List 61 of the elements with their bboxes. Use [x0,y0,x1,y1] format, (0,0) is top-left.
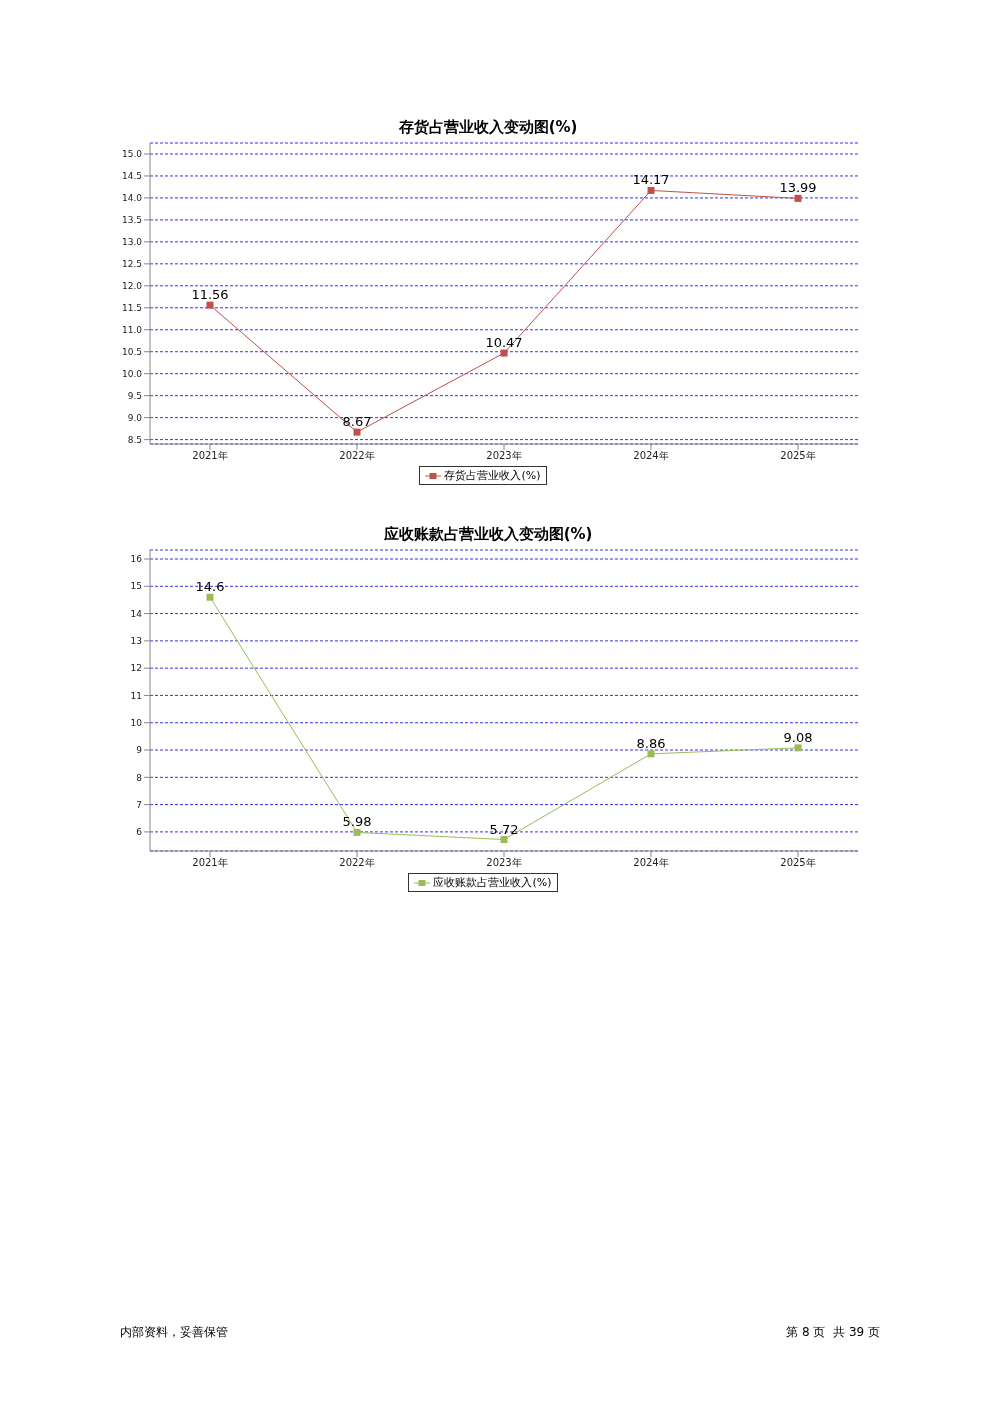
y-tick-label: 14 [130,608,143,619]
y-tick-label: 9 [136,745,143,756]
y-tick-label: 15.0 [121,149,143,160]
point [353,428,361,436]
data-label: 14.6 [195,579,225,595]
y-tick-label: 8 [136,772,143,783]
x-tick-label: 2021年 [192,450,228,462]
y-tick-label: 13 [130,636,142,647]
x-tick-label: 2025年 [780,857,816,869]
y-tick-label: 10.0 [121,368,143,379]
y-tick-label: 8.5 [127,434,142,445]
legend-label: 应收账款占营业收入(%) [432,875,552,890]
data-label: 8.67 [342,414,372,430]
y-tick-label: 16 [130,554,143,565]
point [353,828,361,836]
y-tick-label: 11.5 [121,302,142,313]
y-tick-label: 9.0 [127,412,143,423]
text: 第 8 页 共 39 页 [786,1324,880,1341]
data-label: 14.17 [632,172,670,188]
x-tick-label: 2021年 [192,857,228,869]
data-label: 5.98 [342,814,372,830]
y-tick-label: 7 [136,799,142,810]
y-tick-label: 14.0 [121,193,143,204]
x-tick-label: 2024年 [633,857,669,869]
x-tick-label: 2025年 [780,450,816,462]
y-tick-label: 9.5 [127,390,142,401]
x-tick-label: 2024年 [633,450,669,462]
y-tick-label: 11.0 [121,324,143,335]
y-tick-label: 15 [130,581,142,592]
data-label: 10.47 [485,335,523,351]
y-tick-label: 14.5 [121,171,142,182]
y-tick-label: 11 [130,690,142,701]
point [647,186,655,194]
point [647,750,655,758]
data-label: 11.56 [191,287,229,303]
data-label: 5.72 [489,821,519,837]
data-label: 8.86 [636,735,666,751]
x-tick-label: 2022年 [339,450,375,462]
chart-title: 存货占营业收入变动图(%) [397,118,579,137]
point [500,349,508,357]
data-label: 13.99 [779,180,817,196]
text: 内部资料，妥善保管 [120,1324,228,1341]
x-tick-label: 2023年 [486,857,522,869]
data-label: 9.08 [783,729,813,745]
y-tick-label: 12.0 [121,281,143,292]
point [500,836,508,844]
y-tick-label: 10.5 [121,346,142,357]
point [794,194,802,202]
point [206,301,214,309]
y-tick-label: 13.0 [121,237,143,248]
chart-title: 应收账款占营业收入变动图(%) [382,525,594,544]
y-tick-label: 13.5 [121,215,142,226]
y-tick-label: 6 [136,827,143,838]
x-tick-label: 2023年 [486,450,522,462]
y-tick-label: 10 [130,717,143,728]
y-tick-label: 12.5 [121,259,142,270]
point [794,744,802,752]
point [206,593,214,601]
legend-label: 存货占营业收入(%) [443,468,541,483]
y-tick-label: 12 [130,663,142,674]
x-tick-label: 2022年 [339,857,375,869]
